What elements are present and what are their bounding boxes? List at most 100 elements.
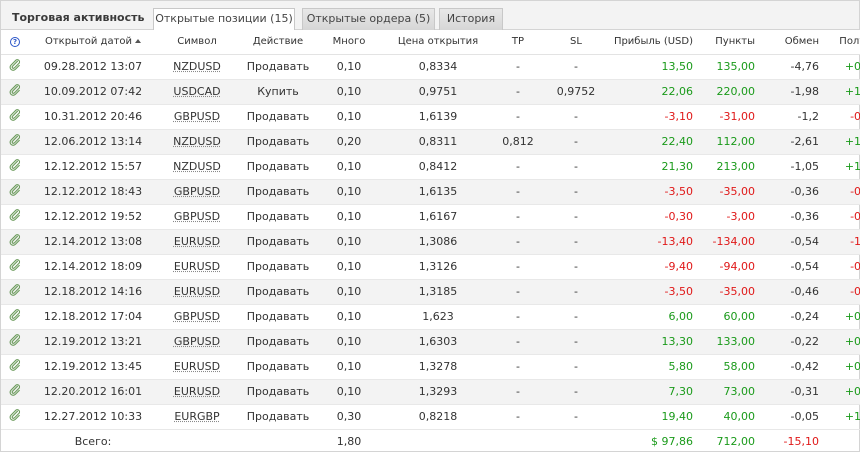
paperclip-icon[interactable] bbox=[9, 311, 21, 324]
table-row[interactable]: 12.14.2012 18:09 EURUSD Продавать 0,10 1,312… bbox=[1, 254, 860, 279]
table-row[interactable]: 12.06.2012 13:14 NZDUSD Продавать 0,20 0,831… bbox=[1, 129, 860, 154]
attach-cell[interactable] bbox=[1, 79, 29, 104]
cell-tp: - bbox=[497, 204, 539, 229]
symbol-link[interactable]: EURUSD bbox=[174, 285, 220, 298]
symbol-link[interactable]: EURUSD bbox=[174, 385, 220, 398]
column-header-opened[interactable]: Открытой датой bbox=[29, 30, 157, 54]
paperclip-icon[interactable] bbox=[9, 411, 21, 424]
column-header-swap[interactable]: Обмен bbox=[773, 30, 833, 54]
table-row[interactable]: 10.09.2012 07:42 USDCAD Купить 0,10 0,9751-0… bbox=[1, 79, 860, 104]
cell-gain: +0.43% bbox=[833, 304, 860, 329]
paperclip-icon[interactable] bbox=[9, 336, 21, 349]
paperclip-icon[interactable] bbox=[9, 186, 21, 199]
totals-spacer bbox=[539, 429, 613, 453]
attach-cell[interactable] bbox=[1, 129, 29, 154]
symbol-link[interactable]: NZDUSD bbox=[173, 135, 221, 148]
cell-action: Продавать bbox=[237, 154, 319, 179]
column-header-profit[interactable]: Прибыль (USD) bbox=[613, 30, 711, 54]
column-header-info[interactable]: ? bbox=[1, 30, 29, 54]
paperclip-icon[interactable] bbox=[9, 111, 21, 124]
paperclip-icon[interactable] bbox=[9, 286, 21, 299]
tab-open-orders[interactable]: Открытые ордера (5) bbox=[302, 8, 435, 30]
cell-tp: - bbox=[497, 254, 539, 279]
totals-label: Всего: bbox=[29, 429, 157, 453]
cell-action: Продавать bbox=[237, 279, 319, 304]
attach-cell[interactable] bbox=[1, 279, 29, 304]
table-row[interactable]: 12.19.2012 13:21 GBPUSD Продавать 0,10 1,630… bbox=[1, 329, 860, 354]
table-row[interactable]: 12.27.2012 10:33 EURGBP Продавать 0,30 0,821… bbox=[1, 404, 860, 429]
paperclip-icon[interactable] bbox=[9, 361, 21, 374]
attach-cell[interactable] bbox=[1, 254, 29, 279]
symbol-link[interactable]: NZDUSD bbox=[173, 160, 221, 173]
symbol-link[interactable]: EURUSD bbox=[174, 360, 220, 373]
column-header-points[interactable]: Пункты bbox=[711, 30, 773, 54]
symbol-link[interactable]: EURGBP bbox=[174, 410, 219, 423]
attach-cell[interactable] bbox=[1, 204, 29, 229]
paperclip-icon[interactable] bbox=[9, 61, 21, 74]
paperclip-icon[interactable] bbox=[9, 386, 21, 399]
paperclip-icon[interactable] bbox=[9, 161, 21, 174]
symbol-link[interactable]: GBPUSD bbox=[174, 185, 220, 198]
attach-cell[interactable] bbox=[1, 329, 29, 354]
sort-ascending-icon bbox=[135, 39, 141, 43]
table-row[interactable]: 12.14.2012 13:08 EURUSD Продавать 0,10 1,308… bbox=[1, 229, 860, 254]
table-row[interactable]: 12.18.2012 14:16 EURUSD Продавать 0,10 1,318… bbox=[1, 279, 860, 304]
paperclip-icon[interactable] bbox=[9, 236, 21, 249]
attach-cell[interactable] bbox=[1, 179, 29, 204]
tab-open-positions[interactable]: Открытые позиции (15) bbox=[153, 8, 295, 31]
table-row[interactable]: 12.12.2012 18:43 GBPUSD Продавать 0,10 1,613… bbox=[1, 179, 860, 204]
symbol-link[interactable]: EURUSD bbox=[174, 260, 220, 273]
symbol-link[interactable]: GBPUSD bbox=[174, 110, 220, 123]
cell-opened: 10.31.2012 20:46 bbox=[29, 104, 157, 129]
cell-tp: - bbox=[497, 304, 539, 329]
paperclip-icon[interactable] bbox=[9, 136, 21, 149]
cell-profit: 6,00 bbox=[613, 304, 711, 329]
symbol-link[interactable]: GBPUSD bbox=[174, 310, 220, 323]
cell-action: Продавать bbox=[237, 104, 319, 129]
help-icon[interactable]: ? bbox=[10, 37, 20, 47]
table-row[interactable]: 12.12.2012 15:57 NZDUSD Продавать 0,10 0,841… bbox=[1, 154, 860, 179]
tab-history[interactable]: История bbox=[439, 8, 503, 30]
symbol-link[interactable]: GBPUSD bbox=[174, 335, 220, 348]
table-row[interactable]: 12.12.2012 19:52 GBPUSD Продавать 0,10 1,616… bbox=[1, 204, 860, 229]
cell-gain: -0,32% bbox=[833, 104, 860, 129]
cell-symbol: GBPUSD bbox=[157, 304, 237, 329]
paperclip-icon[interactable] bbox=[9, 211, 21, 224]
cell-open-price: 1,3185 bbox=[379, 279, 497, 304]
column-header-sl[interactable]: SL bbox=[539, 30, 613, 54]
table-row[interactable]: 12.19.2012 13:45 EURUSD Продавать 0,10 1,327… bbox=[1, 354, 860, 379]
column-header-open-price[interactable]: Цена открытия bbox=[379, 30, 497, 54]
column-header-symbol[interactable]: Символ bbox=[157, 30, 237, 54]
column-header-action[interactable]: Действие bbox=[237, 30, 319, 54]
symbol-link[interactable]: EURUSD bbox=[174, 235, 220, 248]
cell-opened: 12.14.2012 13:08 bbox=[29, 229, 157, 254]
cell-tp: - bbox=[497, 279, 539, 304]
symbol-link[interactable]: NZDUSD bbox=[173, 60, 221, 73]
paperclip-icon[interactable] bbox=[9, 86, 21, 99]
attach-cell[interactable] bbox=[1, 154, 29, 179]
cell-points: -35,00 bbox=[711, 279, 773, 304]
table-row[interactable]: 09.28.2012 13:07 NZDUSD Продавать 0,10 0,833… bbox=[1, 54, 860, 79]
table-row[interactable]: 12.20.2012 16:01 EURUSD Продавать 0,10 1,329… bbox=[1, 379, 860, 404]
cell-profit: -3,50 bbox=[613, 179, 711, 204]
column-header-lots[interactable]: Много bbox=[319, 30, 379, 54]
attach-cell[interactable] bbox=[1, 379, 29, 404]
attach-cell[interactable] bbox=[1, 229, 29, 254]
symbol-link[interactable]: USDCAD bbox=[173, 85, 220, 98]
attach-cell[interactable] bbox=[1, 54, 29, 79]
cell-lots: 0,10 bbox=[319, 304, 379, 329]
cell-points: 220,00 bbox=[711, 79, 773, 104]
paperclip-icon[interactable] bbox=[9, 261, 21, 274]
symbol-link[interactable]: GBPUSD bbox=[174, 210, 220, 223]
table-row[interactable]: 12.18.2012 17:04 GBPUSD Продавать 0,10 1,623… bbox=[1, 304, 860, 329]
column-header-tp[interactable]: TP bbox=[497, 30, 539, 54]
attach-cell[interactable] bbox=[1, 354, 29, 379]
cell-opened: 12.12.2012 18:43 bbox=[29, 179, 157, 204]
attach-cell[interactable] bbox=[1, 404, 29, 429]
attach-cell[interactable] bbox=[1, 104, 29, 129]
table-row[interactable]: 10.31.2012 20:46 GBPUSD Продавать 0,10 1,613… bbox=[1, 104, 860, 129]
cell-symbol: NZDUSD bbox=[157, 154, 237, 179]
cell-action: Продавать bbox=[237, 329, 319, 354]
attach-cell[interactable] bbox=[1, 304, 29, 329]
column-header-gain[interactable]: Получать bbox=[833, 30, 860, 54]
